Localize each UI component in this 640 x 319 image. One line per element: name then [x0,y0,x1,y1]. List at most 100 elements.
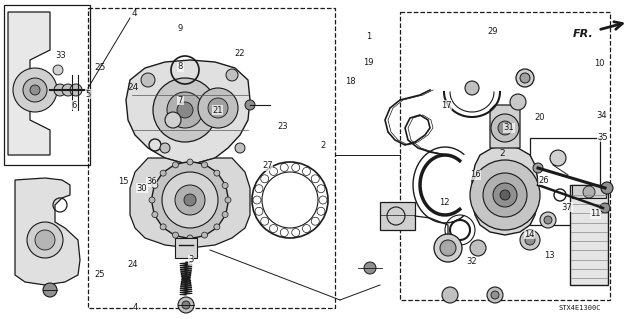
Text: 3: 3 [188,256,193,264]
Text: STX4E1300C: STX4E1300C [559,305,601,311]
Text: 25: 25 [94,63,106,72]
Circle shape [160,143,170,153]
Circle shape [214,170,220,176]
Circle shape [149,197,155,203]
Text: 37: 37 [562,203,572,212]
Text: 1: 1 [366,32,371,41]
Circle shape [160,170,166,176]
Circle shape [141,73,155,87]
Circle shape [364,262,376,274]
Circle shape [470,240,486,256]
Text: 27: 27 [262,161,273,170]
Circle shape [187,235,193,241]
Text: 23: 23 [278,122,288,130]
Circle shape [70,84,82,96]
Circle shape [152,211,158,218]
Circle shape [27,222,63,258]
Circle shape [583,186,595,198]
Polygon shape [572,185,606,198]
Text: 24: 24 [128,260,138,269]
Circle shape [520,73,530,83]
Circle shape [177,102,193,118]
Text: 4: 4 [131,10,137,19]
Text: 7: 7 [178,96,183,105]
Text: 30: 30 [137,184,147,193]
Circle shape [172,162,179,168]
Polygon shape [8,12,50,155]
Circle shape [520,230,540,250]
Polygon shape [490,105,520,148]
Circle shape [487,287,503,303]
Circle shape [43,283,57,297]
Circle shape [62,84,74,96]
Text: 34: 34 [596,111,607,120]
Text: 2: 2 [321,141,326,150]
Text: 25: 25 [94,271,104,279]
Text: 15: 15 [118,177,129,186]
Text: 10: 10 [594,59,604,68]
Circle shape [498,121,512,135]
Polygon shape [570,185,608,285]
Circle shape [178,297,194,313]
Circle shape [491,114,519,142]
Text: 12: 12 [440,198,450,207]
Text: 9: 9 [178,24,183,33]
Circle shape [544,216,552,224]
Text: 5: 5 [86,90,91,99]
Circle shape [550,150,566,166]
Circle shape [533,163,543,173]
Circle shape [162,172,218,228]
Polygon shape [175,238,197,258]
Circle shape [53,65,63,75]
Circle shape [601,182,613,194]
Text: 13: 13 [544,251,554,260]
Text: 33: 33 [56,51,66,60]
Circle shape [525,235,535,245]
Circle shape [184,194,196,206]
Polygon shape [15,178,80,285]
Text: 32: 32 [467,257,477,266]
Circle shape [493,183,517,207]
Circle shape [222,211,228,218]
Text: 22: 22 [235,49,245,58]
Circle shape [465,81,479,95]
Text: FR.: FR. [573,29,594,39]
Circle shape [153,78,217,142]
Polygon shape [472,145,538,235]
Text: 17: 17 [442,101,452,110]
Circle shape [516,69,534,87]
Circle shape [13,68,57,112]
Text: 11: 11 [590,209,600,218]
Text: 18: 18 [346,77,356,86]
Circle shape [434,234,462,262]
Circle shape [152,182,158,189]
Text: 19: 19 [363,58,373,67]
Text: 36: 36 [147,177,157,186]
Text: 31: 31 [504,123,514,132]
Circle shape [202,162,207,168]
Polygon shape [380,202,415,230]
Circle shape [23,78,47,102]
Text: 16: 16 [470,170,481,179]
Circle shape [54,84,66,96]
Text: 24: 24 [127,84,139,93]
Circle shape [442,287,458,303]
Circle shape [226,69,238,81]
Circle shape [225,197,231,203]
Circle shape [500,190,510,200]
Circle shape [182,301,190,309]
Circle shape [208,98,228,118]
Text: 35: 35 [598,133,608,142]
Circle shape [172,232,179,238]
Circle shape [167,92,203,128]
Circle shape [165,112,181,128]
Circle shape [175,185,205,215]
Text: 21: 21 [212,106,223,115]
Circle shape [160,224,166,230]
Text: 26: 26 [539,176,549,185]
Polygon shape [126,60,250,165]
Circle shape [483,173,527,217]
Circle shape [198,88,238,128]
Text: 8: 8 [178,63,183,71]
Circle shape [152,162,228,238]
